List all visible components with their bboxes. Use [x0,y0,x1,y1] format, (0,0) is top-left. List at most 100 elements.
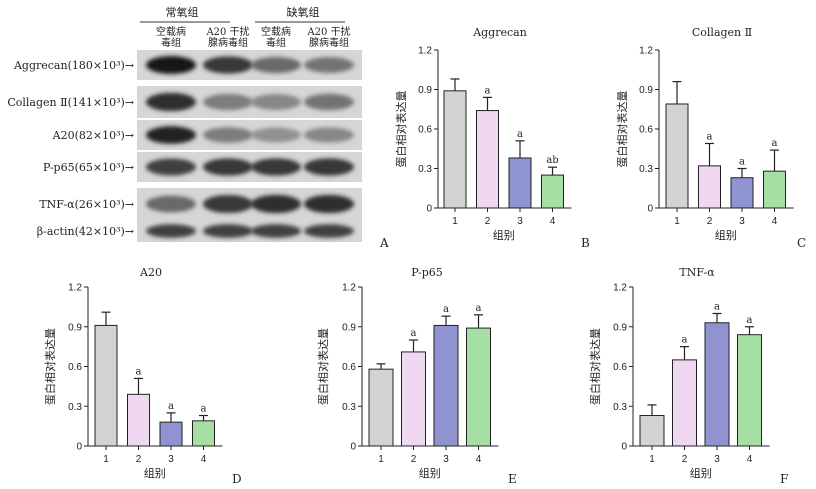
blot-band [304,57,354,73]
blot-band [203,56,253,74]
y-axis-label: 蛋白相对表达量 [43,328,57,405]
blot-band [203,158,253,176]
chart-e: P-p65 0 0.3 0.6 0.9 1.2 蛋白相对表达量 1 a 2 a 3 a 4 组别 E [316,266,517,486]
x-tick-label: 1 [103,454,109,465]
y-tick-label: 0 [426,204,432,215]
y-axis-label: 蛋白相对表达量 [615,91,629,168]
panel-label-c: C [797,236,806,250]
y-tick-label: 0.6 [342,362,356,373]
x-tick-label: 4 [201,454,207,465]
bar-2 [401,351,426,447]
blot-band [251,57,301,73]
lane-label-1-1: 空载病 [156,25,186,38]
x-tick-label: 1 [452,216,458,227]
blot-band [251,194,301,214]
y-axis-label: 蛋白相对表达量 [316,328,330,405]
y-tick-label: 0 [621,442,627,453]
y-tick-label: 0.3 [342,402,356,413]
x-tick-label: 2 [682,454,688,465]
x-tick-label: 1 [674,216,680,227]
blot-band [146,56,196,74]
x-tick-label: 1 [649,454,655,465]
y-tick-label: 0.9 [342,322,356,333]
blot-band [146,126,196,144]
y-tick-label: 1.2 [639,46,653,57]
chart-title: Collagen Ⅱ [692,26,752,39]
bar-2 [476,110,499,209]
significance-label: a [714,302,720,313]
blot-row-label-1: Aggrecan(180×10³)→ [13,59,134,72]
y-tick-label: 1.2 [418,46,432,57]
panel-label-a: A [379,236,389,250]
y-tick-label: 1.2 [342,283,356,294]
x-tick-label: 3 [739,216,745,227]
significance-label: a [201,404,207,415]
bar-charts: Aggrecan 0 0.3 0.6 0.9 1.2 蛋白相对表达量 1 a 2 a 3 ab 4 组别 B C… [43,26,806,486]
x-axis-label: 组别 [690,466,712,480]
bar-1 [94,324,118,447]
chart-d: A20 0 0.3 0.6 0.9 1.2 蛋白相对表达量 1 a 2 a 3 a 4 组别 D [43,266,242,486]
bar-1 [443,90,467,209]
significance-label: a [411,328,417,339]
y-tick-label: 0.6 [639,125,653,136]
chart-b: Aggrecan 0 0.3 0.6 0.9 1.2 蛋白相对表达量 1 a 2 a 3 ab 4 组别 B [394,26,590,250]
y-tick-label: 0 [76,442,82,453]
blot-band [203,93,253,111]
significance-label: a [168,401,174,412]
bar-2 [698,165,721,209]
significance-label: a [739,157,745,168]
blot-band [251,158,301,176]
blot-band [304,194,354,214]
blot-band [146,92,196,112]
significance-label: a [682,335,688,346]
x-tick-label: 3 [714,454,720,465]
group-header-1: 常氧组 [166,5,199,19]
bar-4 [541,174,564,209]
chart-title: Aggrecan [472,26,527,39]
bar-4 [737,334,762,447]
y-tick-label: 0.9 [613,322,627,333]
bar-1 [639,415,665,447]
y-axis-label: 蛋白相对表达量 [394,91,408,168]
bar-2 [127,393,150,447]
chart-title: TNF-α [679,266,715,279]
blot-row-label-2: Collagen Ⅱ(141×10³)→ [7,96,134,109]
bar-3 [159,421,183,447]
lane-label-3-1: 空载病 [261,25,291,38]
x-tick-label: 1 [378,454,384,465]
blot-band [251,127,301,143]
panel-label-f: F [780,472,788,486]
y-tick-label: 0.9 [68,322,82,333]
bar-4 [466,327,491,447]
y-tick-label: 0.9 [418,85,432,96]
significance-label: a [747,315,753,326]
panel-label-d: D [232,472,242,486]
panel-label-b: B [581,236,590,250]
group-header-2: 缺氧组 [287,5,320,19]
significance-label: a [517,129,523,140]
significance-label: a [443,304,449,315]
x-tick-label: 3 [168,454,174,465]
lane-label-2-1: A20 干扰 [205,25,249,38]
lane-label-4-2: 腺病毒组 [309,36,349,49]
x-tick-label: 2 [485,216,491,227]
lane-label-4-1: A20 干扰 [306,25,350,38]
x-axis-label: 组别 [419,466,441,480]
y-tick-label: 0.3 [68,402,82,413]
y-tick-label: 0 [350,442,356,453]
bar-1 [368,368,394,447]
x-tick-label: 3 [517,216,523,227]
y-tick-label: 1.2 [68,283,82,294]
x-tick-label: 3 [443,454,449,465]
x-tick-label: 2 [707,216,713,227]
blot-row-label-5: TNF-α(26×10³)→ [39,198,134,211]
chart-f: TNF-α 0 0.3 0.6 0.9 1.2 蛋白相对表达量 1 a 2 a 3 a 4 组别 F [588,266,788,486]
chart-title: P-p65 [411,266,443,279]
blot-band [251,224,301,238]
x-tick-label: 2 [411,454,417,465]
y-tick-label: 0.3 [639,164,653,175]
x-tick-label: 4 [772,216,778,227]
blot-row-label-4: P-p65(65×10³)→ [43,161,134,174]
lane-label-2-2: 腺病毒组 [208,36,248,49]
y-tick-label: 1.2 [613,283,627,294]
